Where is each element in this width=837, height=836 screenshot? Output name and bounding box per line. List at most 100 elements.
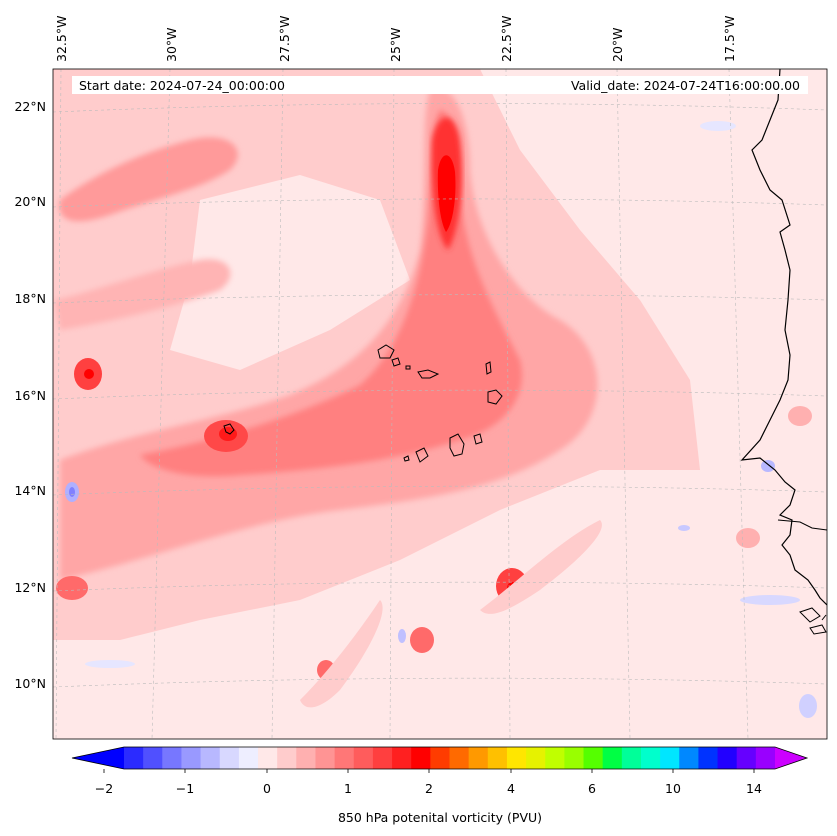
colorbar-swatch [258, 747, 278, 769]
cbar-tick-14: 14 [746, 781, 762, 796]
pv-region-pale-south [53, 470, 827, 739]
lon-label-22.5w: 22.5°W [499, 16, 514, 62]
pv-max-15n-28w-core [219, 427, 237, 441]
colorbar [71, 746, 809, 773]
colorbar-swatch [411, 747, 431, 769]
pv-band-northwest [59, 137, 238, 222]
colorbar-swatch [698, 747, 719, 769]
lat-label-16n: 16°N [14, 388, 46, 403]
pv-band-northwest-2 [55, 259, 231, 330]
colorbar-swatch [660, 747, 680, 769]
map-frame [52, 68, 828, 740]
pv-max-13n-18w [736, 528, 760, 548]
colorbar-swatch [717, 747, 738, 769]
colorbar-ticks: −2 −1 0 1 2 4 6 10 14 [95, 781, 762, 796]
colorbar-swatch [372, 747, 393, 769]
coastline-gambia [777, 519, 827, 531]
lat-label-20n: 20°N [14, 194, 46, 209]
colorbar-swatch [679, 747, 700, 769]
island-sao-nicolau [417, 369, 440, 379]
pv-negative-22n-18w [700, 121, 736, 131]
pv-max-12n-32w [56, 576, 88, 600]
island-santo-antao [377, 344, 395, 359]
island-maio [473, 433, 483, 445]
cbar-tick-neg2: −2 [95, 781, 113, 796]
coastline-africa [740, 69, 827, 606]
longitude-labels: 32.5°W 30°W 27.5°W 25°W 22.5°W 20°W 17.5… [54, 16, 737, 62]
colorbar-swatch [506, 747, 527, 769]
colorbar-swatch [392, 747, 412, 769]
colorbar-max-extend [775, 747, 807, 769]
pv-negative-13n-20w [678, 525, 690, 531]
lon-label-17.5w: 17.5°W [722, 16, 737, 62]
cbar-tick-1: 1 [344, 781, 352, 796]
map-panel[interactable] [53, 69, 827, 739]
colorbar-swatch [277, 747, 297, 769]
lon-label-25w: 25°W [388, 27, 403, 62]
pv-max-11n-24w [410, 627, 434, 653]
colorbar-swatch [430, 747, 451, 769]
lat-label-14n: 14°N [14, 483, 46, 498]
cbar-tick-2: 2 [425, 781, 433, 796]
pv-region-pale-center [170, 175, 410, 370]
pv-max-16n-16w [788, 406, 812, 426]
pv-negative-14n-32w-core [69, 487, 75, 497]
colorbar-swatch [315, 747, 336, 769]
pv-core-north-max [437, 155, 456, 232]
colorbar-label: 850 hPa potenital vorticity (PVU) [338, 810, 542, 825]
pv-streak-southwest [300, 600, 383, 708]
lon-label-20w: 20°W [610, 27, 625, 62]
island-near-28w [223, 423, 235, 435]
colorbar-swatch [736, 747, 757, 769]
cbar-tick-6: 6 [588, 781, 596, 796]
island-santiago [449, 433, 465, 457]
island-fogo [415, 447, 429, 463]
pv-region-pale-northeast [480, 69, 820, 420]
island-brava [403, 455, 410, 462]
colorbar-swatch [296, 747, 317, 769]
colorbar-swatch [143, 747, 163, 769]
lat-label-18n: 18°N [14, 291, 46, 306]
island-boa-vista [487, 389, 503, 405]
coastline-bijagos [799, 607, 827, 635]
lat-label-10n: 10°N [14, 676, 46, 691]
colorbar-swatch [468, 747, 489, 769]
colorbar-swatch [640, 747, 661, 769]
cbar-tick-10: 10 [665, 781, 681, 796]
island-santa-luzia [405, 365, 411, 370]
island-sao-vicente [391, 357, 401, 367]
pv-negative-14n-16w [761, 460, 775, 472]
pv-negative-11n-24w [398, 629, 406, 643]
colorbar-swatch [162, 747, 183, 769]
colorbar-swatch [200, 747, 221, 769]
pv-streak-south [480, 520, 602, 614]
colorbar-swatch [181, 747, 202, 769]
colorbar-swatch [583, 747, 604, 769]
lon-label-27.5w: 27.5°W [277, 16, 292, 62]
pv-negative-10n-30w [85, 660, 135, 668]
lat-label-22n: 22°N [14, 99, 46, 114]
latitude-labels: 22°N 20°N 18°N 16°N 14°N 12°N 10°N [14, 99, 46, 691]
start-date-text: Start date: 2024-07-24_00:00:00 [79, 78, 285, 93]
colorbar-swatch [449, 747, 470, 769]
colorbar-swatch [238, 747, 259, 769]
cbar-tick-4: 4 [507, 781, 515, 796]
pv-negative-9n-15w [799, 694, 817, 718]
colorbar-swatch [124, 747, 144, 769]
colorbar-swatch [602, 747, 623, 769]
colorbar-swatch [487, 747, 508, 769]
colorbar-swatch [334, 747, 355, 769]
colorbar-swatch [353, 747, 374, 769]
colorbar-swatch [564, 747, 585, 769]
colorbar-outline [71, 746, 809, 770]
cbar-tick-0: 0 [263, 781, 271, 796]
colorbar-swatch [545, 747, 565, 769]
colorbar-min-extend [72, 747, 124, 769]
lat-label-12n: 12°N [14, 580, 46, 595]
lon-label-32.5w: 32.5°W [54, 16, 69, 62]
pv-negative-12n-17w [740, 595, 800, 605]
pv-band-arc-inner [140, 110, 522, 477]
colorbar-swatch [621, 747, 642, 769]
date-box [72, 76, 808, 94]
